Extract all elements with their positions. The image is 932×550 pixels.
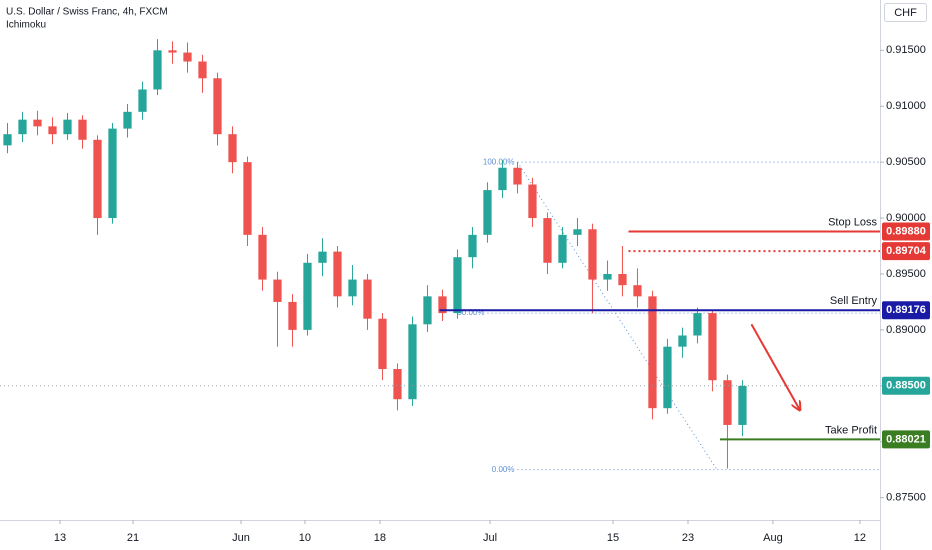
candle-body (198, 61, 207, 79)
candle-body (408, 324, 417, 400)
candle-body (318, 251, 327, 263)
candle-body (153, 50, 162, 90)
price-tag-label: 0.89880 (886, 225, 926, 237)
level-name: Stop Loss (828, 216, 877, 228)
x-tick-label: Jul (483, 532, 497, 544)
x-tick-label: Aug (763, 532, 783, 544)
candle-body (558, 234, 567, 263)
candle-body (633, 285, 642, 297)
x-tick-label: 10 (299, 532, 311, 544)
x-tick-label: Jun (232, 532, 250, 544)
currency-box[interactable] (884, 3, 927, 22)
candle-body (108, 128, 117, 219)
chart-title: U.S. Dollar / Swiss Franc, 4h, FXCM (6, 7, 168, 18)
candle-body (243, 162, 252, 235)
candle-body (423, 296, 432, 325)
x-tick-label: 21 (127, 532, 139, 544)
candle-body (708, 313, 717, 381)
candle-body (3, 134, 12, 146)
y-tick-label: 0.91500 (886, 44, 926, 56)
price-tag (882, 222, 930, 241)
indicator-name: Ichimoku (6, 20, 46, 31)
candle-body (78, 119, 87, 140)
candle-body (228, 134, 237, 163)
level-name: Sell Entry (830, 295, 878, 307)
currency-label: CHF (894, 7, 917, 19)
x-tick-label: 12 (854, 532, 866, 544)
fib-label: 0.00% (492, 465, 515, 474)
x-tick-label: 13 (54, 532, 66, 544)
x-tick-label: 18 (374, 532, 386, 544)
candle-body (18, 119, 27, 135)
price-tag (882, 376, 930, 395)
candle-body (138, 89, 147, 112)
price-tag-label: 0.89704 (886, 245, 927, 257)
price-tag-label: 0.89176 (886, 304, 926, 316)
candle-body (33, 119, 42, 127)
x-tick-label: 15 (607, 532, 619, 544)
y-tick-label: 0.91000 (886, 100, 926, 112)
candle-body (588, 229, 597, 280)
candle-body (168, 50, 177, 53)
candle-body (663, 346, 672, 409)
candle-body (483, 190, 492, 235)
candle-body (513, 167, 522, 185)
fib-label: 100.00% (483, 157, 515, 166)
candle-body (618, 273, 627, 286)
candle-body (93, 139, 102, 219)
candle-body (183, 52, 192, 62)
candle-body (543, 218, 552, 263)
candle-body (258, 234, 267, 280)
level-name: Take Profit (825, 424, 877, 436)
price-tag (882, 301, 930, 320)
candle-body (468, 234, 477, 258)
candle-body (213, 78, 222, 135)
price-tag (882, 242, 930, 261)
candle-body (648, 296, 657, 409)
y-tick-label: 0.90000 (886, 212, 926, 224)
candle-body (738, 385, 747, 425)
candle-body (678, 335, 687, 347)
candle-body (603, 273, 612, 280)
price-tag-label: 0.88021 (886, 433, 926, 445)
x-tick-label: 23 (682, 532, 694, 544)
candle-body (123, 111, 132, 129)
candle-body (63, 119, 72, 135)
candle-body (333, 251, 342, 297)
candle-body (288, 301, 297, 330)
candle-body (693, 313, 702, 336)
price-tag (882, 430, 930, 449)
candle-body (573, 229, 582, 235)
candle-body (498, 167, 507, 191)
candle-body (363, 279, 372, 319)
candle-body (393, 369, 402, 400)
y-tick-label: 0.90500 (886, 156, 926, 168)
candle-body (453, 257, 462, 314)
candle-body (303, 262, 312, 330)
candle-body (273, 279, 282, 302)
fib-label: 50.00% (457, 308, 484, 317)
y-tick-label: 0.89000 (886, 324, 926, 336)
candle-body (48, 126, 57, 135)
y-tick-label: 0.89500 (886, 268, 926, 280)
arrow (750, 323, 799, 409)
candle-body (438, 296, 447, 314)
candle-body (723, 380, 732, 425)
y-tick-label: 0.87500 (886, 492, 926, 504)
candle-body (528, 184, 537, 219)
candle-body (348, 279, 357, 297)
candle-body (378, 318, 387, 370)
price-tag-label: 0.88500 (886, 380, 926, 392)
